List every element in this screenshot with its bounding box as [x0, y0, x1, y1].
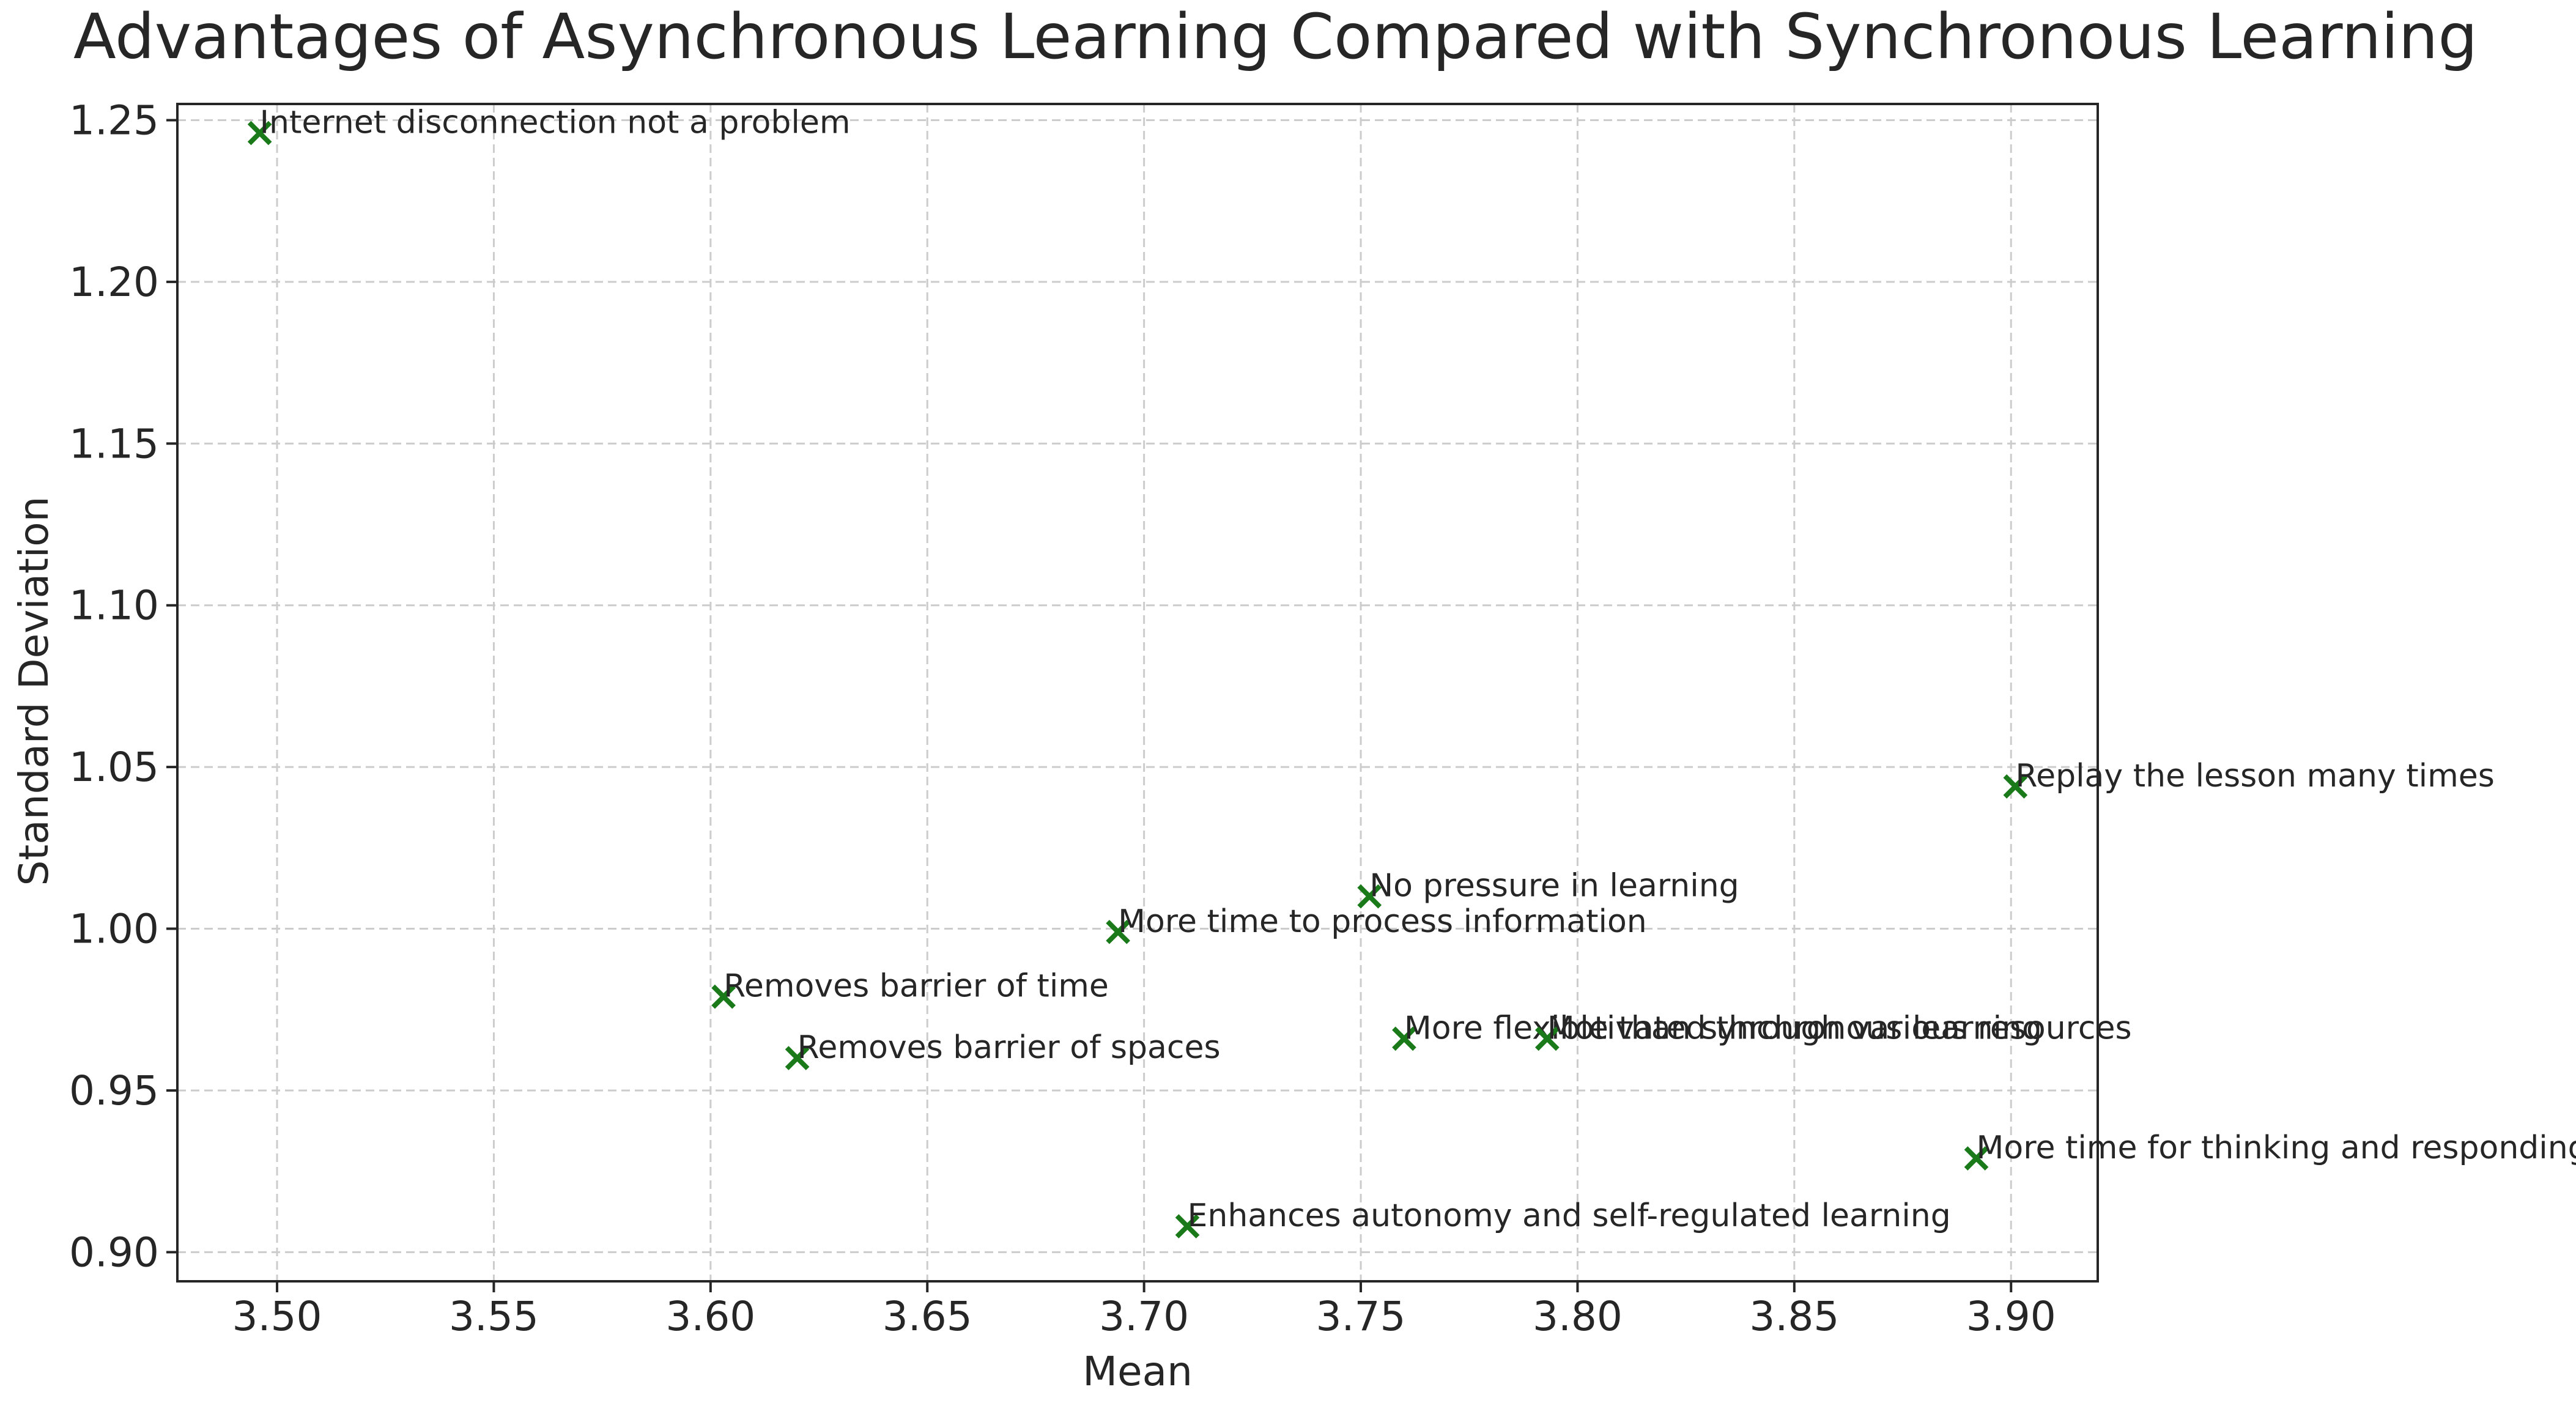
data-point: More flexible than synchronous learning: [1392, 1010, 2042, 1051]
point-label: No pressure in learning: [1369, 868, 1739, 905]
x-marker-stroke: [785, 1046, 810, 1070]
x-marker-stroke: [1534, 1026, 1560, 1051]
y-tick-label: 1.00: [69, 906, 159, 953]
x-tick-label: 3.85: [1749, 1293, 1839, 1340]
y-tick-label: 0.90: [69, 1229, 159, 1276]
point-label: Motivated through various resources: [1547, 1010, 2132, 1046]
axis-ticks: 3.50 3.55 3.60 3.65 3.70 3.75 3.80 3.85 3.90 0.90…: [69, 97, 2056, 1340]
chart-title: Advantages of Asynchronous Learning Comp…: [73, 1, 2478, 73]
data-point: Removes barrier of time: [711, 968, 1109, 1009]
x-tick-label: 3.90: [1966, 1293, 2056, 1340]
y-tick-label: 1.20: [69, 259, 159, 306]
x-marker-stroke: [711, 984, 736, 1009]
point-label: More time for thinking and responding: [1977, 1130, 2576, 1166]
x-tick-label: 3.75: [1316, 1293, 1406, 1340]
data-point: Motivated through various resources: [1534, 1010, 2132, 1051]
y-tick-label: 1.25: [69, 97, 159, 144]
point-label: Removes barrier of time: [724, 968, 1109, 1005]
data-point: More time to process information: [1106, 903, 1647, 944]
x-tick-label: 3.70: [1099, 1293, 1189, 1340]
y-axis-label: Standard Deviation: [10, 497, 57, 886]
point-label: More flexible than synchronous learning: [1404, 1010, 2042, 1046]
y-tick-label: 0.95: [69, 1067, 159, 1114]
x-marker-stroke: [2003, 774, 2028, 799]
data-point: Removes barrier of spaces: [785, 1029, 1221, 1070]
x-tick-label: 3.50: [232, 1293, 322, 1340]
point-label: Enhances autonomy and self-regulated lea…: [1188, 1198, 1951, 1234]
x-tick-label: 3.55: [449, 1293, 539, 1340]
point-label: Internet disconnection not a problem: [260, 105, 851, 141]
x-marker-stroke: [1964, 1146, 1989, 1171]
x-marker-stroke: [247, 120, 272, 146]
point-label: More time to process information: [1118, 903, 1647, 940]
data-points: Internet disconnection not a problem Repl…: [247, 105, 2576, 1238]
data-point: More time for thinking and responding: [1964, 1130, 2576, 1171]
x-tick-label: 3.60: [665, 1293, 755, 1340]
grid-lines: [177, 104, 2098, 1281]
x-axis-label: Mean: [1083, 1348, 1193, 1395]
x-marker-stroke: [1175, 1214, 1200, 1238]
data-point: Replay the lesson many times: [2003, 758, 2495, 799]
x-tick-label: 3.65: [883, 1293, 972, 1340]
x-marker-stroke: [1392, 1026, 1416, 1051]
y-tick-label: 1.10: [69, 582, 159, 629]
data-point: Enhances autonomy and self-regulated lea…: [1175, 1198, 1951, 1238]
plot-frame: [176, 103, 2099, 1283]
x-marker-stroke: [1357, 884, 1382, 909]
data-point: Internet disconnection not a problem: [247, 105, 851, 146]
point-label: Removes barrier of spaces: [798, 1029, 1221, 1066]
data-point: No pressure in learning: [1357, 868, 1739, 909]
y-tick-label: 1.15: [69, 420, 159, 467]
y-tick-label: 1.05: [69, 744, 159, 791]
point-label: Replay the lesson many times: [2015, 758, 2495, 794]
x-marker-stroke: [1106, 920, 1130, 944]
x-tick-label: 3.80: [1533, 1293, 1623, 1340]
